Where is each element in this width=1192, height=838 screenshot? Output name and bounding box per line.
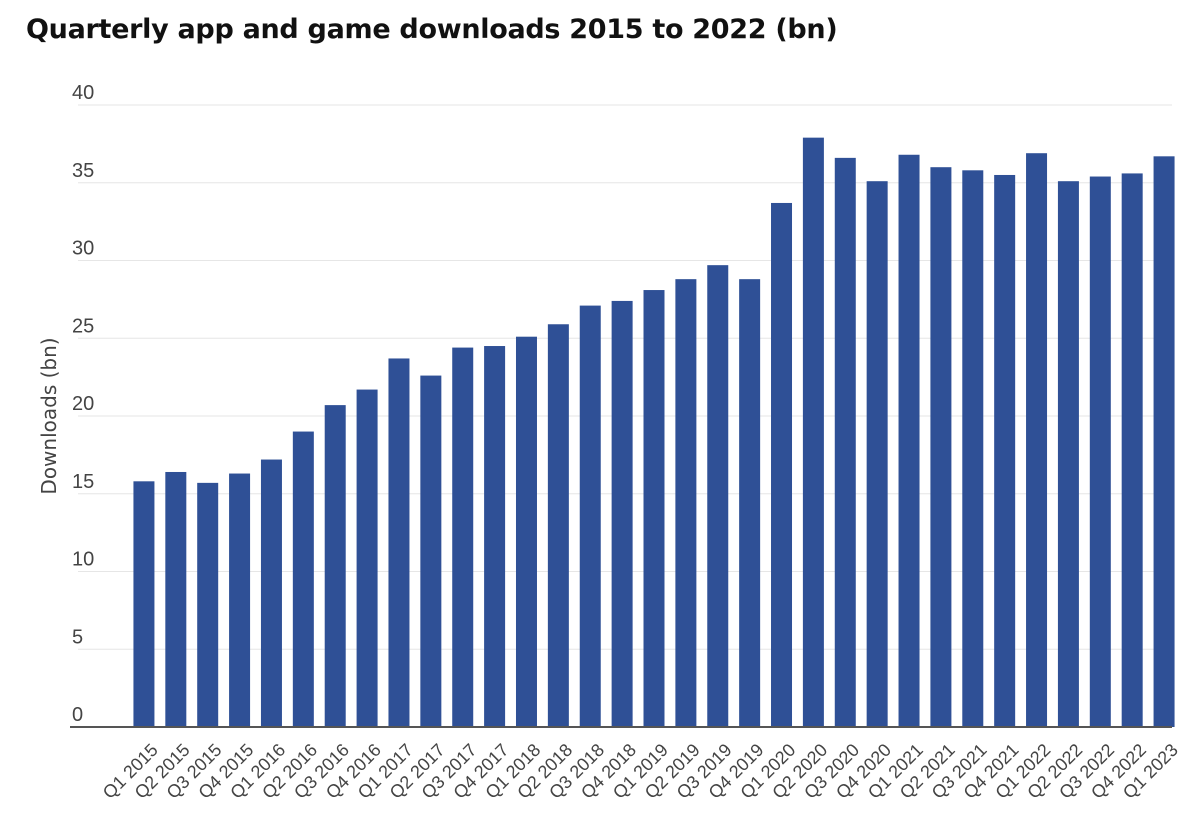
- bar: [802, 137, 824, 727]
- bar: [388, 358, 410, 727]
- bar: [1089, 176, 1111, 727]
- bar: [292, 431, 314, 727]
- y-tick-label: 0: [72, 704, 83, 726]
- y-axis-ticks: 0 5 10 15 20 25 30 35 40: [72, 82, 94, 726]
- bar: [579, 305, 601, 727]
- bar: [771, 202, 793, 728]
- bar: [739, 279, 761, 727]
- bar: [1153, 156, 1175, 727]
- y-tick-label: 20: [72, 393, 94, 415]
- bar: [260, 459, 282, 727]
- bar: [547, 324, 569, 727]
- bar: [356, 389, 378, 727]
- bar: [1026, 153, 1048, 727]
- bar: [452, 347, 474, 727]
- bar: [643, 290, 665, 727]
- bar: [707, 265, 729, 727]
- bar: [675, 279, 697, 727]
- y-tick-label: 35: [72, 160, 94, 182]
- bar: [484, 346, 506, 727]
- y-tick-label: 5: [72, 626, 83, 648]
- bar: [994, 174, 1016, 728]
- bar: [866, 181, 888, 727]
- bar: [515, 336, 537, 727]
- bar: [420, 375, 442, 727]
- y-tick-label: 25: [72, 315, 94, 337]
- y-axis-title: Downloads (bn): [37, 337, 61, 494]
- y-tick-label: 30: [72, 238, 94, 260]
- bar: [834, 157, 856, 727]
- bar: [324, 405, 346, 727]
- bar: [930, 167, 952, 727]
- y-tick-label: 10: [72, 549, 94, 571]
- bar: [229, 473, 251, 727]
- bar: [165, 471, 187, 727]
- bar: [898, 154, 920, 727]
- y-tick-label: 15: [72, 471, 94, 493]
- bars: [133, 137, 1175, 728]
- bar: [1121, 173, 1143, 728]
- y-tick-label: 40: [72, 82, 94, 104]
- bar: [611, 300, 633, 727]
- bar: [962, 170, 984, 727]
- bar: [1057, 181, 1079, 727]
- chart-title: Quarterly app and game downloads 2015 to…: [26, 14, 838, 45]
- bar: [133, 481, 155, 727]
- bar: [197, 482, 219, 727]
